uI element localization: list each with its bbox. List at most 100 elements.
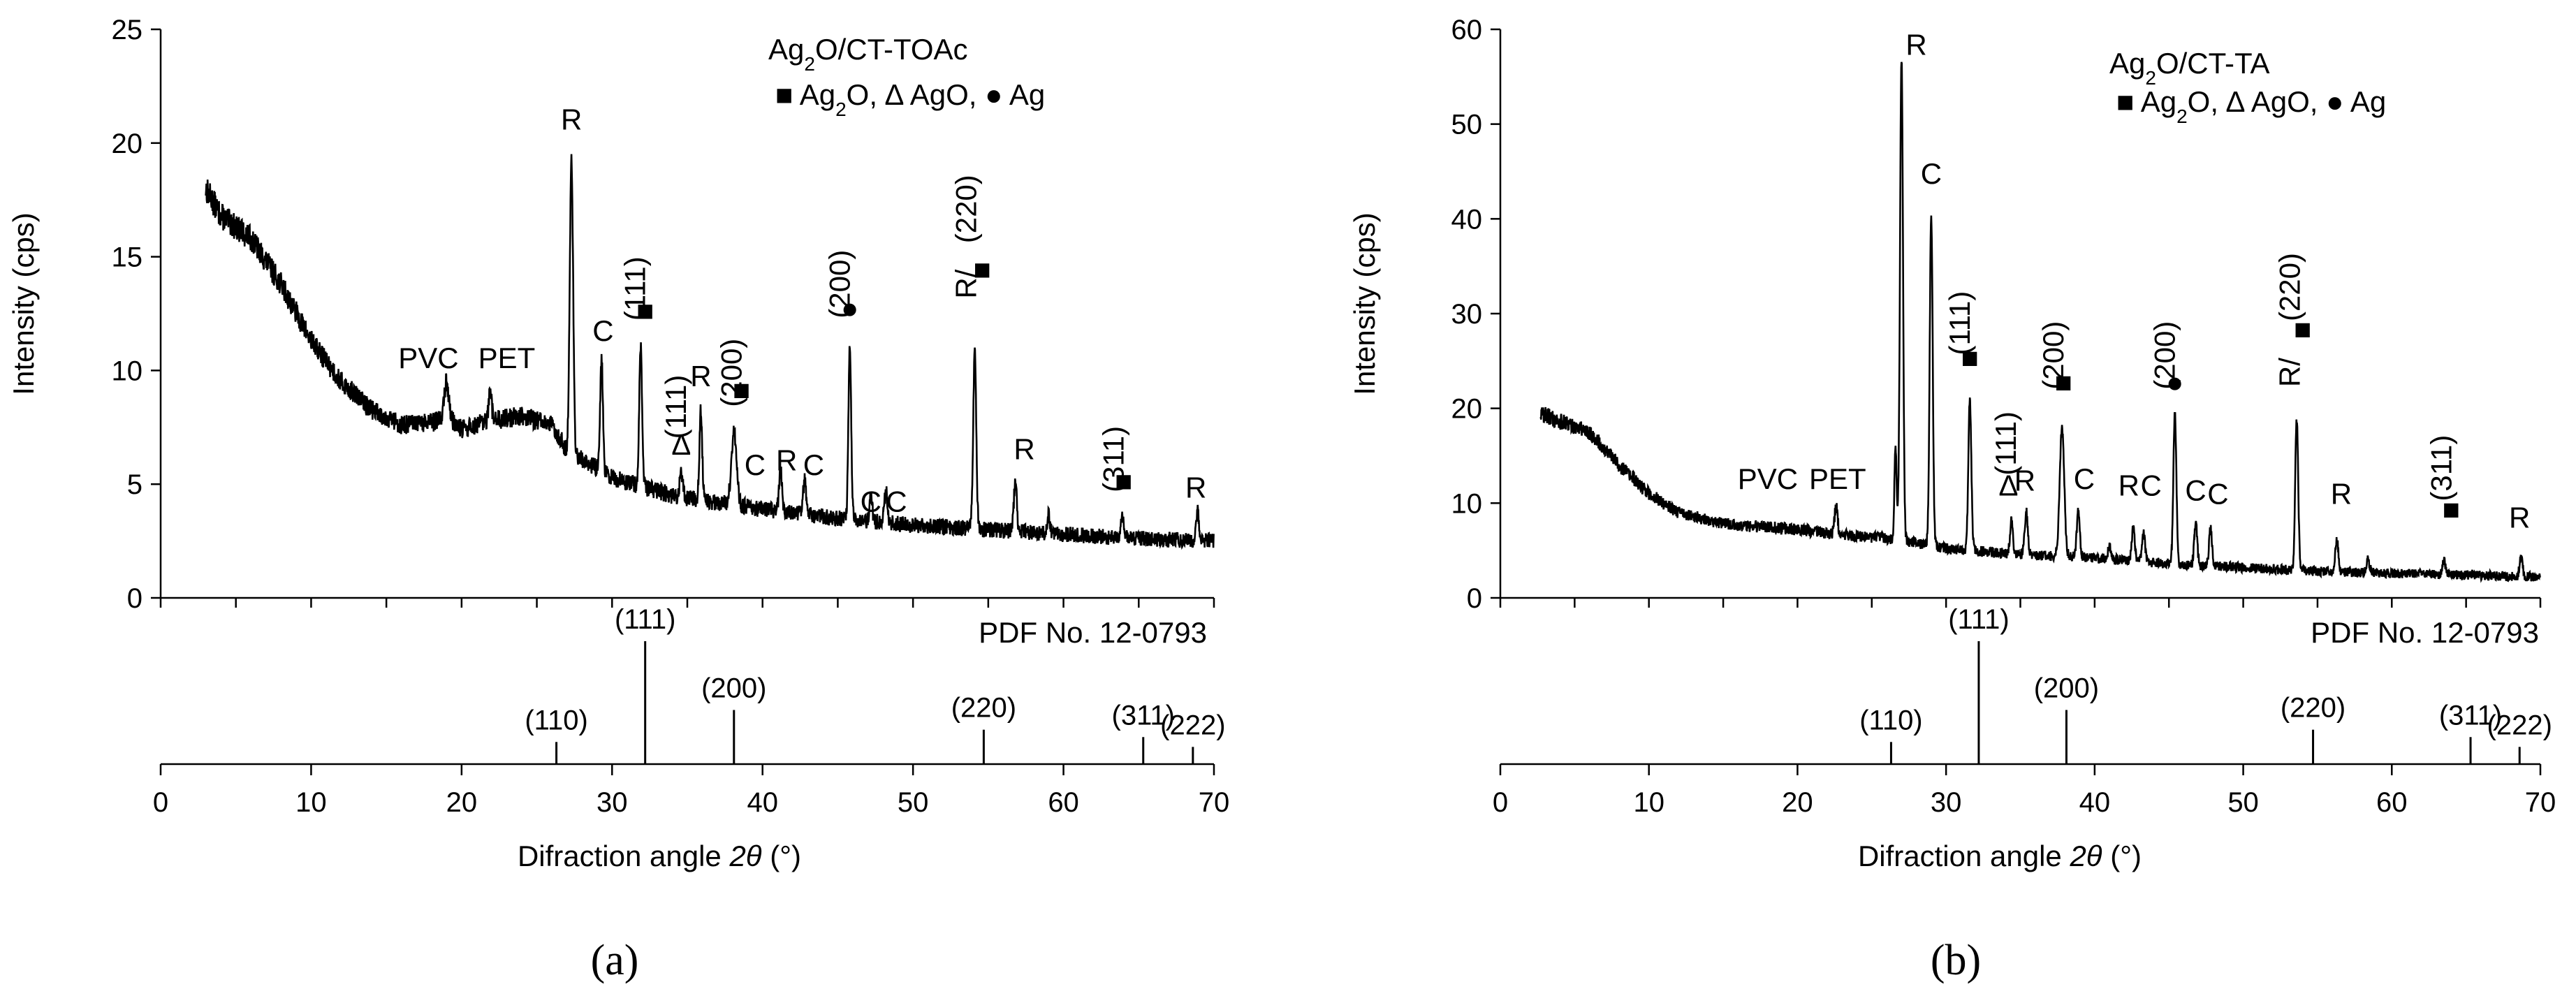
- peak-annotation: C: [745, 448, 766, 481]
- reference-line-label: (311): [1112, 700, 1175, 731]
- peak-annotation: ■: [2054, 366, 2072, 399]
- peak-annotation: C: [861, 485, 881, 518]
- peak-annotation: (200): [715, 339, 748, 407]
- peak-annotation: C: [592, 314, 613, 347]
- x-tick-label: 50: [2227, 787, 2259, 818]
- peak-annotation: (200): [2037, 321, 2070, 390]
- x-tick-label: 40: [747, 787, 778, 818]
- reference-line-label: (222): [1160, 710, 1225, 740]
- y-tick-label: 60: [1451, 15, 1483, 45]
- x-tick-label: 70: [2525, 787, 2556, 818]
- x-tick-label: 60: [2376, 787, 2408, 818]
- peak-annotation: PET: [478, 342, 536, 374]
- peak-annotation: ●: [841, 292, 858, 325]
- panel-b-label: (b): [1931, 937, 1981, 984]
- peak-annotation: R: [2331, 478, 2352, 511]
- peak-annotation: ■: [1961, 341, 1978, 374]
- y-tick-label: 40: [1451, 204, 1483, 235]
- peak-annotation: ■: [1115, 464, 1132, 497]
- x-tick-label: 20: [1782, 787, 1813, 818]
- reference-line-label: (111): [1948, 604, 2009, 635]
- peak-annotation: C: [2185, 474, 2206, 506]
- y-tick-label: 20: [112, 129, 143, 159]
- reference-line-label: (222): [2487, 710, 2552, 740]
- peak-annotation: ∆: [2000, 469, 2018, 501]
- y-tick-label: 20: [1451, 394, 1483, 425]
- panel-a-pdf-label: PDF No. 12-0793: [979, 616, 1207, 649]
- panel-b-legend-title: Ag2O/CT-TA: [2109, 47, 2270, 89]
- y-tick-label: 30: [1451, 299, 1483, 330]
- peak-annotation: ■: [2294, 313, 2311, 346]
- peak-annotation: R: [561, 103, 582, 136]
- peak-annotation: R: [2014, 464, 2035, 497]
- y-tick-label: 50: [1451, 110, 1483, 140]
- y-tick-label: 15: [112, 242, 143, 273]
- x-tick-label: 40: [2079, 787, 2111, 818]
- reference-line-label: (220): [951, 693, 1016, 724]
- peak-annotation: PET: [1809, 462, 1866, 495]
- peak-annotation: R: [690, 360, 711, 393]
- xrd-trace: [1539, 61, 2541, 583]
- x-tick-label: 70: [1199, 787, 1230, 818]
- peak-annotation: PVC: [1738, 462, 1798, 495]
- peak-annotation: R: [2118, 469, 2139, 501]
- x-tick-label: 20: [446, 787, 478, 818]
- peak-annotation: R: [1905, 29, 1926, 61]
- panel-a-label: (a): [591, 937, 639, 984]
- x-tick-label: 50: [898, 787, 929, 818]
- panel-b-legend-markers: ■ Ag2O, ∆ AgO, ● Ag: [2116, 85, 2386, 127]
- x-tick-label: 0: [153, 787, 168, 818]
- peak-annotation: (220): [950, 175, 983, 243]
- panel-b-x-axis-title: Difraction angle 2θ (°): [1858, 840, 2142, 872]
- reference-line-label: (200): [2034, 673, 2099, 704]
- x-tick-label: 30: [1931, 787, 1962, 818]
- peak-annotation: (111): [1989, 411, 2022, 476]
- y-tick-label: 25: [112, 15, 143, 45]
- peak-annotation: C: [2141, 469, 2162, 501]
- peak-annotation: R: [776, 444, 797, 477]
- reference-line-label: (110): [525, 705, 587, 735]
- peak-annotation: ■: [2443, 492, 2460, 525]
- peak-annotation: C: [1921, 157, 1942, 190]
- peak-annotation: ●: [2166, 366, 2183, 399]
- y-tick-label: 10: [112, 356, 143, 386]
- peak-annotation: R/: [950, 269, 983, 298]
- panel-a-x-axis-title: Difraction angle 2θ (°): [518, 840, 801, 872]
- peak-annotation: (200): [2149, 321, 2181, 390]
- reference-line-label: (220): [2281, 693, 2346, 724]
- peak-annotation: R/: [2273, 358, 2306, 387]
- peak-annotation: (200): [824, 250, 856, 318]
- y-tick-label: 5: [127, 469, 142, 500]
- x-tick-label: 0: [1493, 787, 1508, 818]
- x-tick-label: 10: [1633, 787, 1664, 818]
- panel-b-y-axis-title: Intensity (cps): [1348, 212, 1381, 395]
- peak-annotation: R: [1013, 432, 1034, 465]
- panel-a-chart: Ag2O/CT-TOAc ■ Ag2O, ∆ AgO, ● Ag PDF No.…: [7, 15, 1229, 984]
- x-tick-label: 60: [1048, 787, 1079, 818]
- peak-annotation: C: [886, 485, 907, 518]
- peak-annotation: (220): [2273, 253, 2306, 321]
- peak-annotation: R: [2509, 501, 2530, 534]
- peak-annotation: (311): [2424, 435, 2457, 501]
- peak-annotation: (111): [619, 256, 652, 321]
- peak-annotation: (311): [1097, 426, 1130, 492]
- y-tick-label: 10: [1451, 488, 1483, 519]
- reference-line-label: (311): [2439, 700, 2502, 731]
- panel-b-chart: Ag2O/CT-TA ■ Ag2O, ∆ AgO, ● Ag PDF No. 1…: [1348, 15, 2556, 984]
- panel-a-legend-markers: ■ Ag2O, ∆ AgO, ● Ag: [775, 78, 1045, 120]
- peak-annotation: (111): [1943, 291, 1976, 356]
- x-tick-label: 30: [597, 787, 628, 818]
- peak-annotation: (111): [659, 375, 692, 439]
- xrd-trace: [205, 154, 1215, 550]
- peak-annotation: ■: [733, 374, 750, 407]
- peak-annotation: PVC: [398, 342, 458, 374]
- panel-a-y-axis-title: Intensity (cps): [7, 212, 40, 395]
- peak-annotation: ■: [636, 294, 654, 327]
- y-tick-label: 0: [1467, 583, 1482, 614]
- y-tick-label: 0: [127, 583, 142, 614]
- peak-annotation: R: [1185, 471, 1206, 504]
- reference-line-label: (110): [1859, 705, 1922, 735]
- x-tick-label: 10: [295, 787, 327, 818]
- peak-annotation: C: [803, 448, 824, 481]
